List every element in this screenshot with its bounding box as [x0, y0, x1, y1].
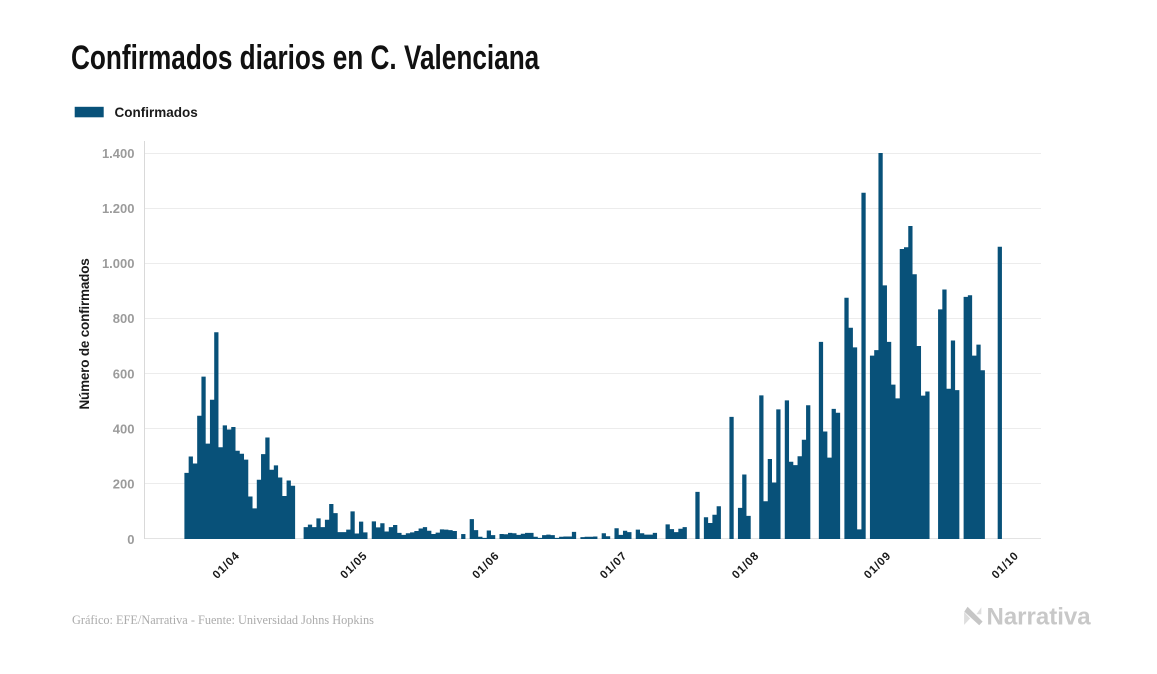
svg-text:Confirmados diarios en C. Vale: Confirmados diarios en C. Valenciana	[71, 40, 540, 77]
svg-text:800: 800	[113, 311, 135, 326]
svg-text:200: 200	[113, 477, 135, 492]
svg-text:Narrativa: Narrativa	[987, 604, 1092, 631]
svg-text:Confirmados: Confirmados	[115, 105, 198, 120]
svg-text:0: 0	[127, 532, 134, 547]
svg-text:1.000: 1.000	[102, 256, 135, 271]
svg-text:1.200: 1.200	[102, 201, 135, 216]
svg-text:Número de confirmados: Número de confirmados	[77, 258, 92, 409]
svg-text:Gráfico: EFE/Narrativa - Fuent: Gráfico: EFE/Narrativa - Fuente: Univers…	[72, 613, 374, 627]
svg-text:400: 400	[113, 422, 135, 437]
svg-text:600: 600	[113, 366, 135, 381]
svg-text:1.400: 1.400	[102, 146, 135, 161]
